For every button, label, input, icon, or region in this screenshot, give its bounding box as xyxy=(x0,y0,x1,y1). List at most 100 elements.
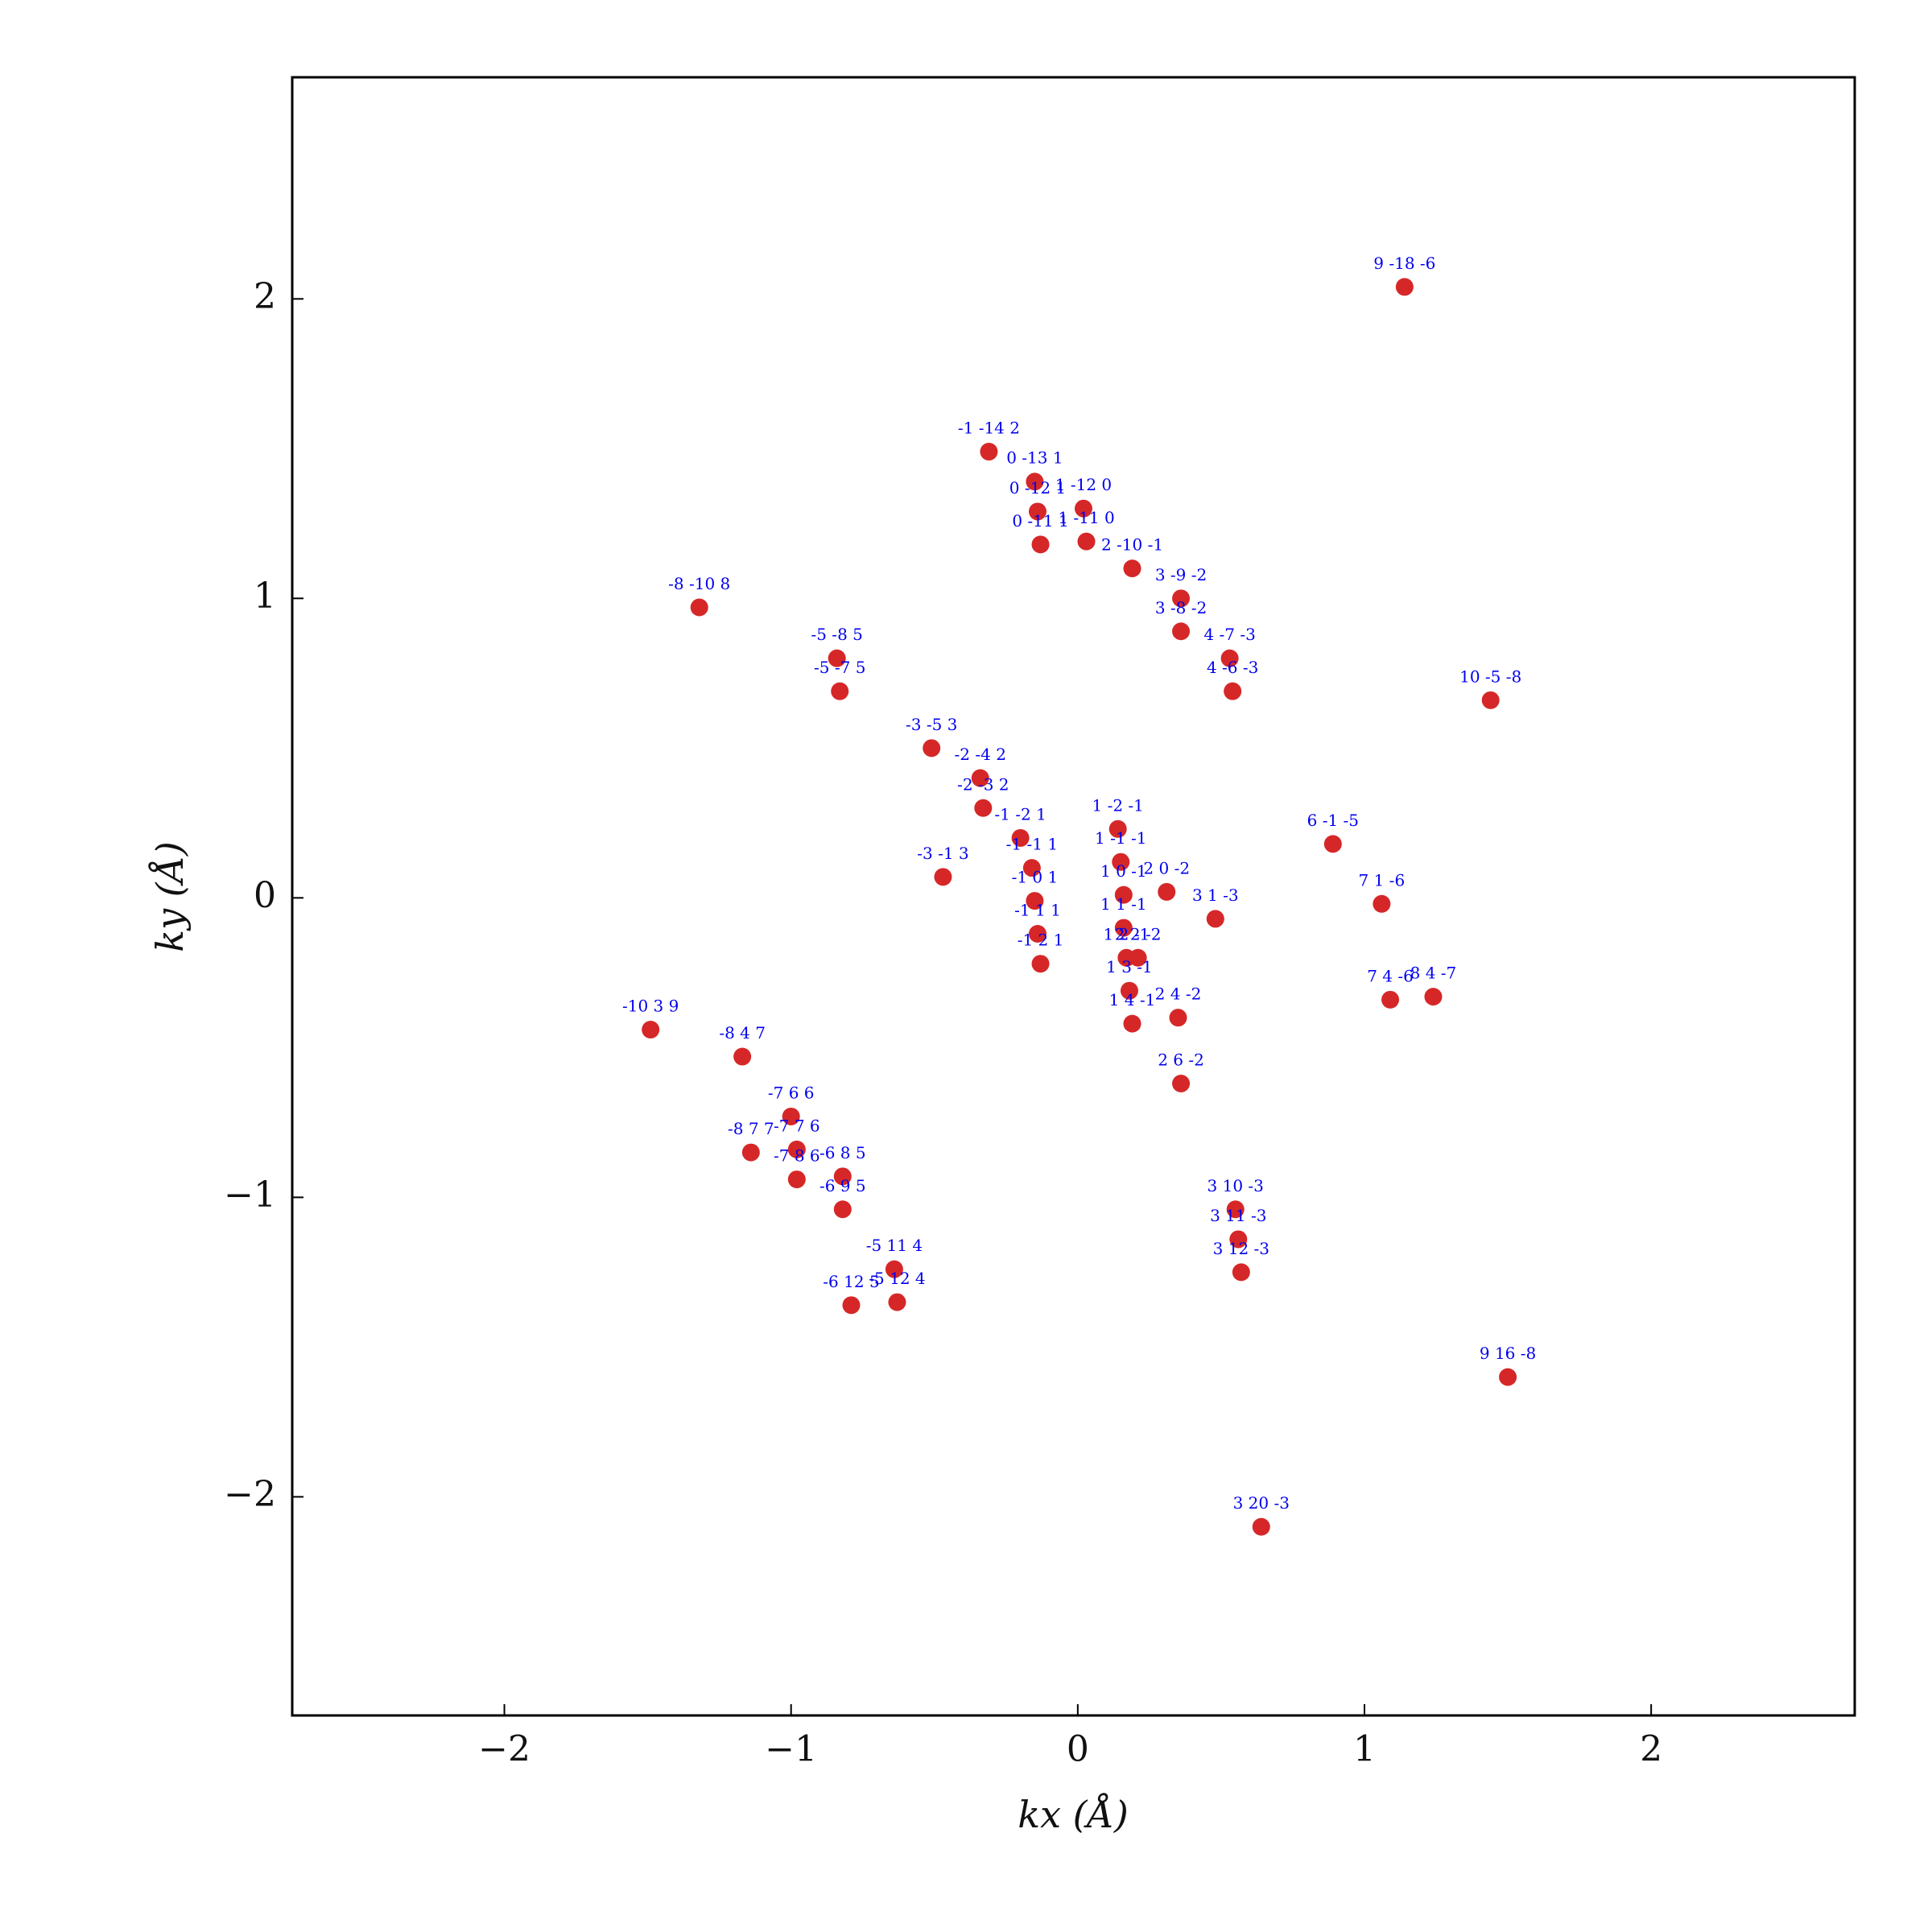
point xyxy=(1172,622,1191,641)
point-label: 3 -8 -2 xyxy=(1155,598,1207,617)
point-label: 9 16 -8 xyxy=(1480,1344,1536,1363)
point xyxy=(1114,886,1133,904)
point xyxy=(1129,948,1147,967)
point xyxy=(1499,1368,1517,1386)
point xyxy=(1026,473,1044,491)
point xyxy=(1323,835,1342,853)
point-label: 6 -1 -5 xyxy=(1307,811,1359,830)
point xyxy=(828,649,846,667)
point xyxy=(888,1293,906,1311)
point-label: 3 -9 -2 xyxy=(1155,565,1207,584)
point-label: -7 6 6 xyxy=(768,1083,815,1102)
point-label: 1 0 -1 xyxy=(1100,861,1147,881)
x-tick-label: −2 xyxy=(478,1729,530,1770)
point xyxy=(833,1167,852,1186)
point xyxy=(1028,925,1046,943)
point xyxy=(782,1107,800,1125)
y-tick-label: −1 xyxy=(224,1174,276,1216)
point xyxy=(1229,1230,1248,1249)
point-label: -5 12 4 xyxy=(869,1269,925,1288)
point-label: -1 0 1 xyxy=(1012,868,1059,887)
point-label: 10 -5 -8 xyxy=(1459,667,1521,686)
point-label: 1 3 -1 xyxy=(1106,957,1153,976)
point-label: 0 -13 1 xyxy=(1006,448,1063,468)
point xyxy=(1120,981,1138,1000)
point-label: -2 -3 2 xyxy=(957,774,1009,794)
point xyxy=(1031,535,1050,554)
x-axis-label: kx (Å) xyxy=(1018,1792,1129,1836)
point xyxy=(1172,1075,1191,1093)
point-label: 0 -11 1 xyxy=(1012,511,1068,530)
point xyxy=(733,1047,752,1066)
point xyxy=(1232,1263,1250,1282)
point-label: -7 8 6 xyxy=(774,1146,820,1166)
point xyxy=(1158,882,1176,901)
plot-frame xyxy=(291,76,1856,1717)
point-label: 3 11 -3 xyxy=(1210,1206,1266,1225)
point-label: -1 2 1 xyxy=(1018,931,1064,950)
point-label: 2 0 -2 xyxy=(1143,858,1190,877)
point-label: 3 20 -3 xyxy=(1233,1493,1290,1513)
point xyxy=(1481,691,1500,709)
point-label: 7 4 -6 xyxy=(1367,966,1414,985)
point-label: 1 2 -1 xyxy=(1104,924,1150,943)
point-label: 2 2 -2 xyxy=(1115,924,1162,943)
x-tick-label: −1 xyxy=(765,1729,817,1770)
point xyxy=(885,1260,903,1278)
x-tick-label: 2 xyxy=(1640,1729,1662,1770)
point xyxy=(690,598,708,617)
point xyxy=(787,1170,806,1189)
point xyxy=(787,1140,806,1158)
point-label: 1 1 -1 xyxy=(1100,894,1147,914)
point-label: 1 4 -1 xyxy=(1109,990,1156,1009)
point xyxy=(1206,910,1224,928)
point xyxy=(831,682,849,700)
point-label: 3 12 -3 xyxy=(1213,1239,1269,1258)
point-label: -3 -1 3 xyxy=(917,844,968,863)
point xyxy=(1108,819,1127,838)
point-label: -6 8 5 xyxy=(819,1143,866,1162)
point xyxy=(1252,1517,1270,1536)
point xyxy=(741,1143,760,1162)
point-label: 4 -6 -3 xyxy=(1207,658,1258,677)
point xyxy=(1226,1200,1245,1219)
point xyxy=(974,799,993,817)
point-label: -8 7 7 xyxy=(728,1119,774,1138)
point-label: -2 -4 2 xyxy=(955,745,1006,764)
point xyxy=(923,739,941,758)
point xyxy=(1123,559,1141,578)
point xyxy=(1172,589,1191,608)
point xyxy=(1022,859,1041,877)
point-label: 1 -1 -1 xyxy=(1095,828,1146,848)
point xyxy=(1031,955,1050,973)
y-tick-label: −2 xyxy=(224,1474,276,1515)
point-label: -7 7 6 xyxy=(774,1116,820,1135)
point-label: -5 -7 5 xyxy=(814,658,865,677)
point-label: 1 -12 0 xyxy=(1055,475,1112,494)
point xyxy=(1169,1009,1187,1027)
point-label: -3 -5 3 xyxy=(906,715,957,734)
point-label: 9 -18 -6 xyxy=(1373,254,1435,273)
point xyxy=(1123,1014,1141,1033)
y-tick-label: 2 xyxy=(254,276,276,317)
point-label: -5 11 4 xyxy=(866,1236,923,1255)
point-label: -6 12 5 xyxy=(823,1272,879,1291)
point-label: 3 1 -3 xyxy=(1192,886,1239,905)
point xyxy=(1074,499,1092,518)
point-label: -1 -2 1 xyxy=(994,804,1046,824)
point xyxy=(1220,649,1239,667)
point-label: -1 -1 1 xyxy=(1006,835,1058,854)
point-label: 0 -12 1 xyxy=(1009,478,1066,497)
x-tick-label: 1 xyxy=(1353,1729,1376,1770)
point-label: -8 -10 8 xyxy=(668,574,730,593)
point xyxy=(1011,828,1030,847)
point-label: 4 -7 -3 xyxy=(1203,625,1255,644)
point xyxy=(1114,919,1133,937)
point-label: -10 3 9 xyxy=(622,997,679,1016)
point-label: 8 4 -7 xyxy=(1410,964,1457,983)
point xyxy=(1077,532,1096,551)
point-label: -1 -14 2 xyxy=(958,419,1020,438)
point-label: -6 9 5 xyxy=(819,1176,866,1195)
point-label: -5 -8 5 xyxy=(811,625,862,644)
